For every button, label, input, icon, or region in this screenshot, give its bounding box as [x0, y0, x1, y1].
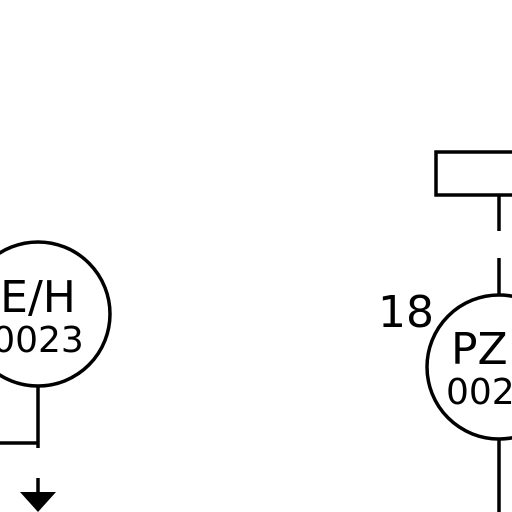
callout-number: 18: [378, 287, 434, 338]
instrument-tag-right: PZ: [451, 324, 508, 375]
instrument-bubble-left[interactable]: E/H 0023: [0, 240, 112, 388]
down-arrow-icon: [20, 492, 56, 512]
control-box-right[interactable]: [434, 150, 512, 197]
instrument-bubble-right[interactable]: PZ 0023: [425, 293, 512, 441]
instrument-number-left: 0023: [0, 320, 84, 361]
instrument-number-right: 0023: [446, 372, 512, 413]
instrument-tag-left: E/H: [0, 272, 76, 323]
signal-line-left: [0, 386, 40, 492]
